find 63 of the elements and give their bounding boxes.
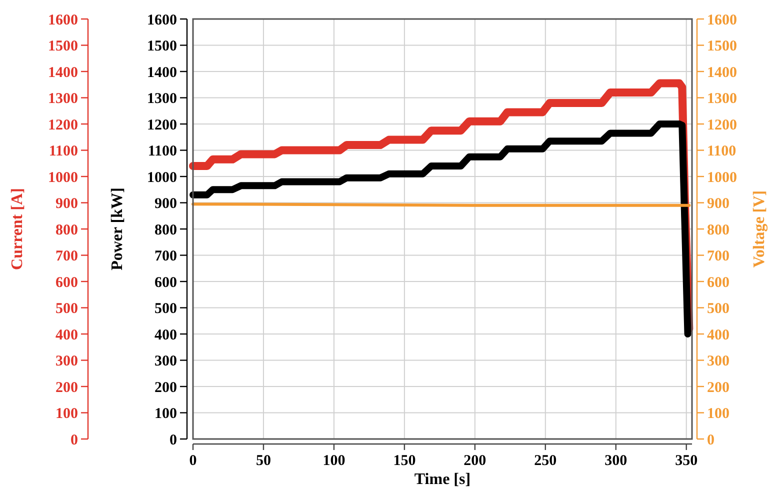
y2-tick-label: 900 <box>707 196 730 212</box>
y-axis-title: Power [kW] <box>109 188 126 270</box>
y3-tick-label: 400 <box>56 327 78 344</box>
y3-tick-label: 700 <box>56 248 78 264</box>
x-tick-label: 250 <box>534 453 557 469</box>
y3-tick-label: 1300 <box>48 91 78 107</box>
y3-tick-label: 800 <box>56 222 78 238</box>
y3-tick-label: 1000 <box>48 170 78 186</box>
y2-tick-label: 1500 <box>707 38 737 54</box>
x-axis-title: Time [s] <box>414 471 471 488</box>
y3-tick-label: 1400 <box>48 64 78 81</box>
y3-axis-title: Current [A] <box>9 188 26 270</box>
y2-tick-label: 1100 <box>707 144 736 160</box>
x-tick-label: 300 <box>604 453 628 469</box>
y2-tick-label: 1000 <box>707 170 737 186</box>
y2-tick-label: 1200 <box>707 117 737 134</box>
y3-tick-label: 100 <box>56 406 78 422</box>
x-tick-label: 50 <box>256 453 271 469</box>
y2-tick-label: 0 <box>707 432 714 448</box>
y2-axis-title: Voltage [V] <box>751 190 768 268</box>
y2-tick-label: 700 <box>707 248 730 264</box>
y-tick-label: 900 <box>154 196 177 212</box>
y-tick-label: 1300 <box>147 91 177 107</box>
y-tick-label: 1100 <box>148 144 177 160</box>
y2-tick-label: 200 <box>707 380 730 396</box>
y2-tick-label: 800 <box>707 222 730 238</box>
y-tick-label: 300 <box>154 354 177 370</box>
y-tick-label: 100 <box>154 406 177 422</box>
y2-tick-label: 300 <box>707 354 730 370</box>
x-tick-label: 150 <box>393 453 416 469</box>
y-tick-label: 1400 <box>147 64 177 81</box>
y-tick-label: 1200 <box>147 117 177 134</box>
y-tick-label: 0 <box>170 432 177 448</box>
y3-tick-label: 1100 <box>48 144 78 160</box>
y2-tick-label: 100 <box>707 406 730 422</box>
y3-tick-label: 300 <box>56 354 78 370</box>
y3-tick-label: 500 <box>56 301 78 317</box>
x-tick-label: 100 <box>322 453 346 469</box>
y-tick-label: 600 <box>154 274 177 291</box>
y2-tick-label: 1300 <box>707 91 737 107</box>
y2-tick-label: 400 <box>707 327 730 344</box>
y2-tick-label: 500 <box>707 301 730 317</box>
y2-tick-label: 1600 <box>707 12 737 28</box>
y-tick-label: 1600 <box>147 12 177 28</box>
x-tick-label: 200 <box>464 453 486 469</box>
y-tick-label: 500 <box>154 301 177 317</box>
y3-tick-label: 0 <box>70 432 78 448</box>
y3-tick-label: 1600 <box>48 12 78 28</box>
y2-tick-label: 1400 <box>707 64 737 81</box>
y3-tick-label: 1200 <box>48 117 78 134</box>
y3-tick-label: 200 <box>56 380 78 396</box>
y-tick-label: 700 <box>154 248 177 264</box>
y-tick-label: 400 <box>154 327 177 344</box>
y-tick-label: 800 <box>154 222 177 238</box>
y-tick-label: 1500 <box>147 38 177 54</box>
x-tick-label: 0 <box>189 453 197 469</box>
y3-tick-label: 600 <box>56 274 78 291</box>
y3-tick-label: 900 <box>56 196 78 212</box>
y2-tick-label: 600 <box>707 274 730 291</box>
y-tick-label: 200 <box>154 380 177 396</box>
y-tick-label: 1000 <box>147 170 177 186</box>
y3-tick-label: 1500 <box>48 38 78 54</box>
x-tick-label: 350 <box>675 453 698 469</box>
